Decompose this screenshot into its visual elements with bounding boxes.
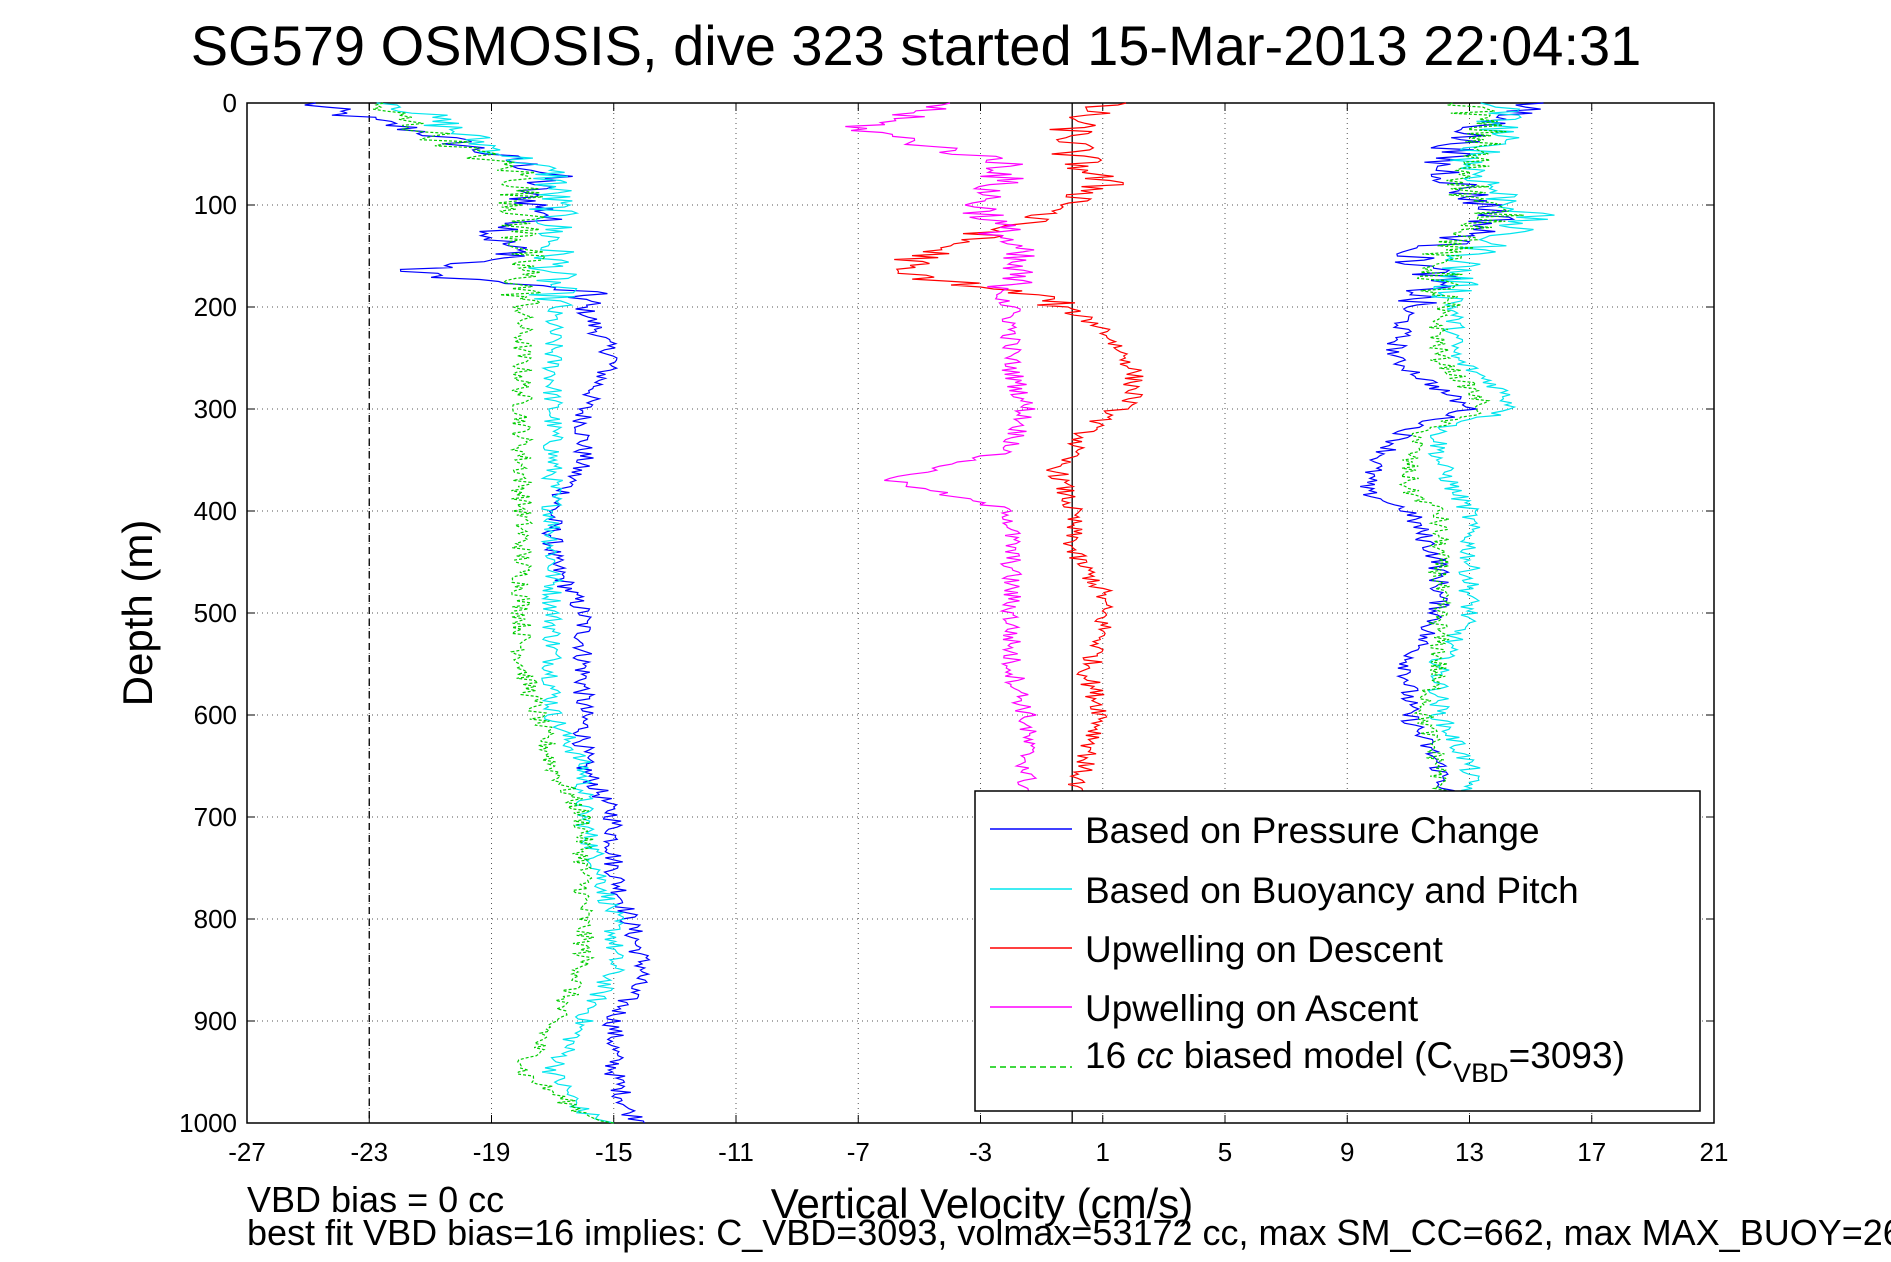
legend-model-italic: cc [1136,1035,1174,1076]
series-line-5 [1398,102,1524,818]
legend-model-suffix: =3093) [1509,1035,1625,1076]
legend-model-prefix: 16 [1085,1035,1136,1076]
legend-label-model: 16 cc biased model (CVBD=3093) [1085,1035,1625,1088]
series-line-7 [845,102,1038,808]
x-tick-label: 1 [1096,1137,1110,1167]
x-tick-label: 21 [1700,1137,1729,1167]
series-line-6 [894,102,1144,818]
y-tick-label: 0 [223,88,237,118]
y-tick-label: 1000 [179,1108,237,1138]
footer-line-1: VBD bias = 0 cc [247,1179,504,1220]
x-axis: -27 -23 -19 -15 -11 -7 -3 1 5 9 13 17 21 [228,103,1728,1167]
y-tick-label: 900 [194,1006,237,1036]
legend-model-sub: VBD [1453,1058,1509,1088]
y-tick-label: 100 [194,190,237,220]
x-tick-label: 9 [1340,1137,1354,1167]
legend-label-pressure: Based on Pressure Change [1085,810,1540,851]
series-line-2 [372,102,614,1124]
legend: Based on Pressure Change Based on Buoyan… [974,790,1701,1112]
legend-label-ascent: Upwelling on Ascent [1085,988,1419,1029]
footer-line-2: best fit VBD bias=16 implies: C_VBD=3093… [247,1212,1891,1253]
x-axis-label: Vertical Velocity (cm/s) [771,1180,1193,1227]
series-layer [304,102,1555,1124]
legend-box [974,790,1701,1112]
legend-model-mid: biased model (C [1173,1035,1453,1076]
chart-title: SG579 OSMOSIS, dive 323 started 15-Mar-2… [191,14,1642,77]
y-tick-label: 200 [194,292,237,322]
x-tick-label: 5 [1218,1137,1232,1167]
x-tick-label: -3 [969,1137,992,1167]
x-tick-label: -19 [473,1137,511,1167]
x-tick-label: 17 [1577,1137,1606,1167]
y-tick-label: 700 [194,802,237,832]
legend-label-buoyancy: Based on Buoyancy and Pitch [1085,870,1579,911]
series-line-0 [304,102,651,1124]
series-line-4 [1427,102,1555,818]
x-tick-label: -15 [595,1137,633,1167]
x-tick-label: -23 [350,1137,388,1167]
y-tick-label: 400 [194,496,237,526]
x-tick-label: 13 [1455,1137,1484,1167]
y-tick-label: 600 [194,700,237,730]
series-line-1 [376,102,626,1124]
series-line-3 [1360,102,1544,818]
x-tick-label: -7 [847,1137,870,1167]
x-tick-label: -27 [228,1137,266,1167]
x-tick-label: -11 [718,1137,754,1167]
y-tick-label: 500 [194,598,237,628]
legend-label-descent: Upwelling on Descent [1085,929,1444,970]
y-axis-label: Depth (m) [114,520,161,707]
y-axis: 0 100 200 300 400 500 600 700 800 900 1000 [179,88,1714,1138]
y-tick-label: 800 [194,904,237,934]
y-tick-label: 300 [194,394,237,424]
